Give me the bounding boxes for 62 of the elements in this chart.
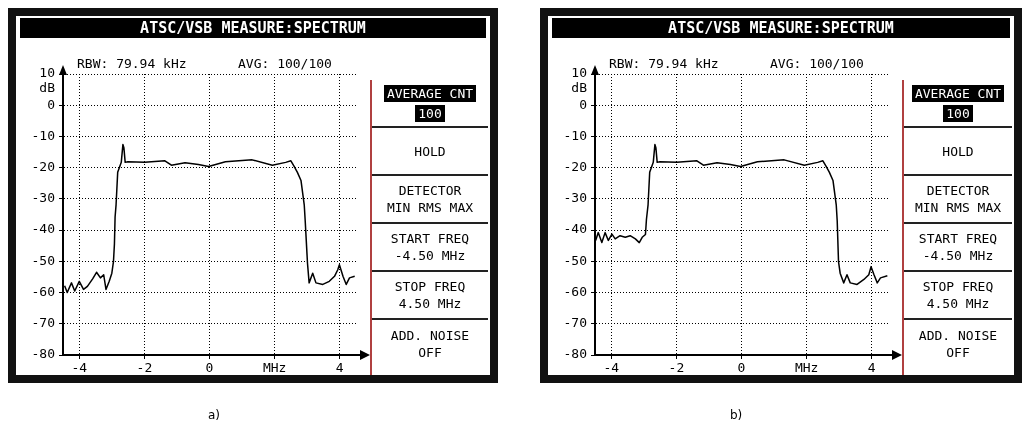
text: START FREQ [918,230,998,247]
y-tick-label: 0 [47,96,55,112]
text: a) [208,408,221,422]
text: AVG: 100/100 [238,55,332,71]
text: b) [730,408,743,422]
x-tick-label: MHz [262,360,287,376]
text: 4.50 MHz [398,295,462,312]
text: START FREQ [390,230,470,247]
y-axis-title: dB [571,80,588,96]
text: MIN RMS MAX [914,199,1002,216]
x-tick-label: 4 [867,360,876,376]
y-tick-label: -40 [31,221,55,237]
y-tick-label: -30 [31,190,55,206]
x-tick-label: MHz [794,360,819,376]
y-tick-label: -50 [563,252,587,268]
text: DETECTOR [926,182,990,199]
y-tick-label: 10 [571,65,587,81]
text: 100 [415,104,445,122]
text: 100 [943,104,973,122]
x-tick-label: -2 [668,360,685,376]
chart-title: ATSC/VSB MEASURE:SPECTRUM [20,18,486,38]
x-tick-label: 0 [205,360,214,376]
text: AVERAGE CNT [911,84,1005,102]
text: MIN RMS MAX [386,199,474,216]
x-tick-label: -4 [71,360,88,376]
text: STOP FREQ [922,278,994,295]
x-tick-label: -2 [136,360,153,376]
y-tick-label: -40 [563,221,587,237]
text: 4.50 MHz [926,295,990,312]
text: OFF [418,344,442,361]
y-tick-label: -30 [563,190,587,206]
text: RBW: 79.94 kHz [609,55,719,71]
y-axis-title: dB [39,80,56,96]
y-tick-label: -80 [563,346,587,362]
y-tick-label: -70 [31,315,55,331]
text: RBW: 79.94 kHz [77,55,187,71]
y-tick-label: -10 [31,127,55,143]
text: STOP FREQ [394,278,466,295]
text: -4.50 MHz [922,247,994,264]
x-tick-label: 0 [737,360,746,376]
y-tick-label: 0 [579,96,587,112]
y-tick-label: -60 [31,283,55,299]
y-tick-label: -20 [563,159,587,175]
text: AVERAGE CNT [383,84,477,102]
x-tick-label: -4 [603,360,620,376]
y-tick-label: -80 [31,346,55,362]
y-tick-label: -50 [31,252,55,268]
text: HOLD [414,142,446,160]
y-tick-label: 10 [39,65,55,81]
text: OFF [946,344,970,361]
text: -4.50 MHz [394,247,466,264]
text: HOLD [942,142,974,160]
text: DETECTOR [398,182,462,199]
text: ADD. NOISE [390,327,470,344]
text: ADD. NOISE [918,327,998,344]
x-tick-label: 4 [335,360,344,376]
text: AVG: 100/100 [770,55,864,71]
chart-title: ATSC/VSB MEASURE:SPECTRUM [552,18,1010,38]
y-tick-label: -60 [563,283,587,299]
y-tick-label: -70 [563,315,587,331]
y-tick-label: -10 [563,127,587,143]
y-tick-label: -20 [31,159,55,175]
